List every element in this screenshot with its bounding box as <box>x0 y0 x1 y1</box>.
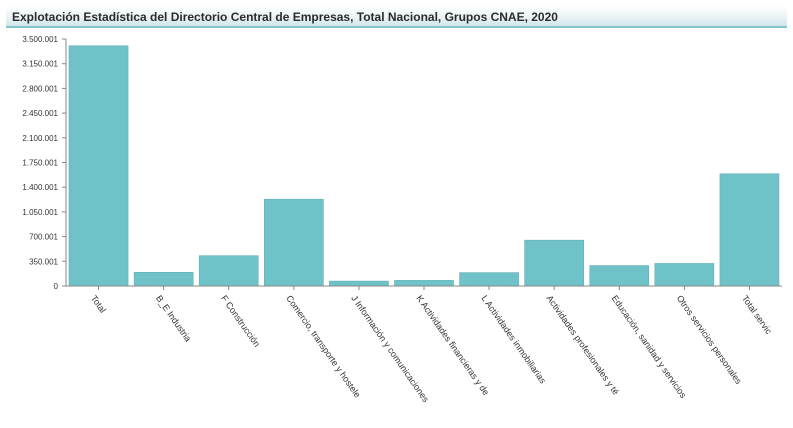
x-axis: Total B_E Industria F Construcción Comercio… <box>66 285 782 404</box>
bar <box>264 198 324 287</box>
x-category-label: Total servic <box>740 293 774 336</box>
x-category-label: J Información y comunicaciones <box>349 293 431 404</box>
bar <box>524 239 584 287</box>
y-tick-label: 350.001 <box>29 257 58 266</box>
x-category-label: Comercio, transporte y hostele <box>284 293 362 399</box>
y-tick-label: 3.500.001 <box>22 35 58 44</box>
y-tick-label: 2.100.001 <box>22 134 58 143</box>
x-category-label: F Construcción <box>219 293 262 348</box>
y-tick-label: 3.150.001 <box>22 60 58 69</box>
chart-title-bar: Explotación Estadística del Directorio C… <box>6 6 787 28</box>
bar <box>198 255 259 287</box>
bar <box>459 272 519 287</box>
bar <box>589 265 650 287</box>
y-tick-label: 700.001 <box>29 233 58 242</box>
bars <box>68 45 780 287</box>
chart-title: Explotación Estadística del Directorio C… <box>12 10 558 24</box>
x-category-label: Total <box>89 293 108 314</box>
bar <box>394 280 454 287</box>
x-category-label: Otros servicios personales <box>675 293 744 386</box>
x-category-label: K Actividades financieras y de <box>414 293 491 397</box>
x-category-label: Actividades profesionales y té <box>545 293 621 396</box>
y-tick-label: 1.750.001 <box>22 158 58 167</box>
x-category-label: Educación, sanidad y servicios <box>610 293 689 400</box>
bar <box>654 263 715 287</box>
x-category-label: L Actividades inmobiliarias <box>479 293 548 385</box>
bar <box>133 271 194 287</box>
bar <box>719 173 780 287</box>
y-axis: 0 350.001 700.001 1.050.001 1.400.001 1.750.0… <box>22 35 67 291</box>
bar <box>329 280 389 287</box>
x-category-label: B_E Industria <box>154 293 193 343</box>
y-tick-label: 1.400.001 <box>22 183 58 192</box>
y-tick-label: 0 <box>54 282 59 291</box>
y-tick-label: 1.050.001 <box>22 208 58 217</box>
bar <box>68 45 129 287</box>
y-tick-label: 2.450.001 <box>22 109 58 118</box>
y-tick-label: 2.800.001 <box>22 84 58 93</box>
